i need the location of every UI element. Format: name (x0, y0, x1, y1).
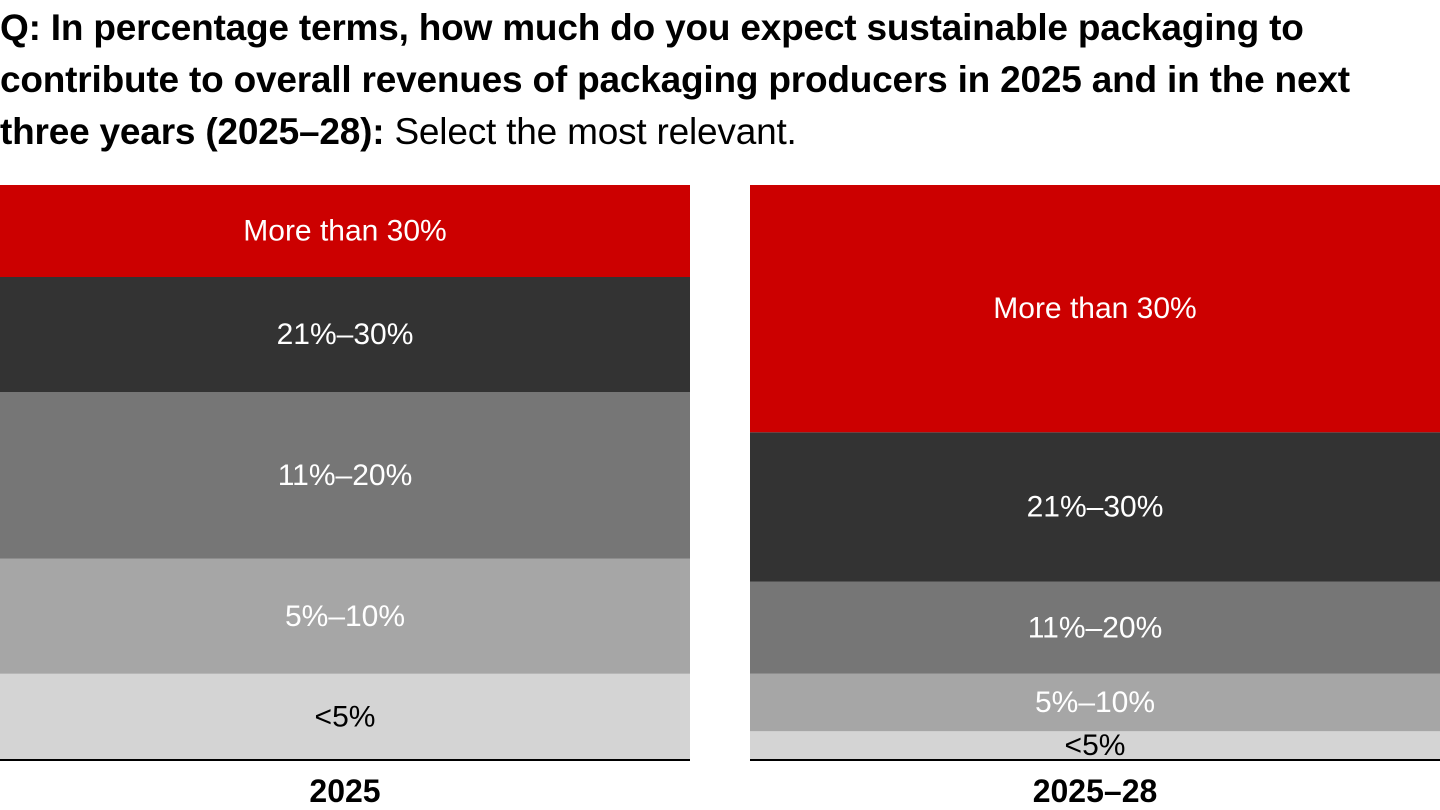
segment-2025-5pct-10pct (0, 558, 690, 674)
question-instruction-text: Select the most relevant. (384, 111, 797, 152)
segment-label-2025-28-lt-5pct: <5% (1065, 729, 1126, 762)
segment-2025-lt-5pct (0, 673, 690, 760)
segment-2025-28-21pct-30pct (750, 432, 1440, 582)
question-title: Q: In percentage terms, how much do you … (0, 2, 1440, 158)
segment-label-2025-11pct-20pct: 11%–20% (278, 459, 413, 492)
category-label-2025: 2025 (309, 773, 380, 809)
segment-label-2025-28-more-than-30pct: More than 30% (993, 292, 1196, 325)
segment-2025-28-lt-5pct (750, 731, 1440, 760)
segment-label-2025-more-than-30pct: More than 30% (243, 215, 446, 248)
bar-2025-28: <5% 5%–10% 11%–20% 21%–30% More than 30% (750, 185, 1440, 762)
segment-2025-11pct-20pct (0, 392, 690, 559)
bar-2025: <5% 5%–10% 11%–20% 21%–30% More than 30% (0, 185, 690, 760)
segment-2025-21pct-30pct (0, 277, 690, 392)
segment-2025-28-5pct-10pct (750, 673, 1440, 732)
segment-2025-28-11pct-20pct (750, 581, 1440, 674)
segment-label-2025-28-11pct-20pct: 11%–20% (1028, 611, 1163, 644)
segment-label-2025-28-5pct-10pct: 5%–10% (1035, 686, 1155, 719)
segment-label-2025-5pct-10pct: 5%–10% (285, 600, 405, 633)
question-bold-text: Q: In percentage terms, how much do you … (0, 7, 1350, 152)
category-label-2025-28: 2025–28 (1033, 773, 1158, 809)
segment-label-2025-21pct-30pct: 21%–30% (277, 318, 414, 351)
segment-2025-more-than-30pct (0, 185, 690, 277)
segment-2025-28-more-than-30pct (750, 185, 1440, 433)
segment-label-2025-28-21pct-30pct: 21%–30% (1027, 491, 1164, 524)
segment-label-2025-lt-5pct: <5% (315, 700, 376, 733)
